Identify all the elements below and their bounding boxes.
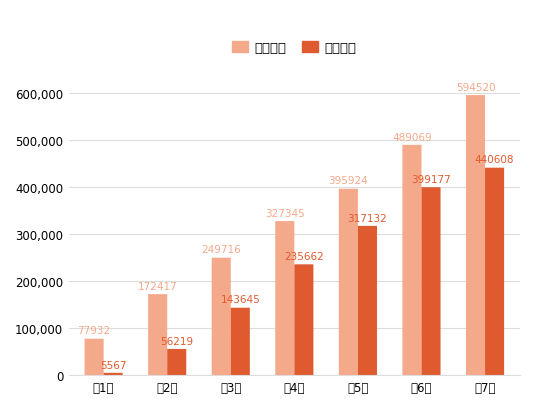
FancyBboxPatch shape [85,339,104,375]
FancyBboxPatch shape [422,188,440,375]
FancyBboxPatch shape [358,226,377,375]
Text: 249716: 249716 [201,245,241,255]
Text: 172417: 172417 [138,281,178,291]
Text: 317132: 317132 [348,213,387,223]
Legend: 报名人数, 过审人数: 报名人数, 过审人数 [227,37,362,60]
FancyBboxPatch shape [339,189,358,375]
Text: 143645: 143645 [220,295,260,305]
Text: 5567: 5567 [100,360,126,370]
FancyBboxPatch shape [104,373,123,375]
FancyBboxPatch shape [294,265,314,375]
FancyBboxPatch shape [148,294,167,375]
FancyBboxPatch shape [276,222,294,375]
Text: 56219: 56219 [160,336,193,346]
Text: 399177: 399177 [411,175,451,184]
Text: 327345: 327345 [265,208,304,218]
Text: 77932: 77932 [78,326,111,335]
Text: 395924: 395924 [328,176,368,186]
Text: 489069: 489069 [392,132,432,142]
Text: 235662: 235662 [284,252,324,261]
FancyBboxPatch shape [231,308,250,375]
FancyBboxPatch shape [466,96,485,375]
Text: 440608: 440608 [475,155,514,165]
Text: 594520: 594520 [456,83,495,92]
FancyBboxPatch shape [212,258,231,375]
FancyBboxPatch shape [485,168,504,375]
FancyBboxPatch shape [402,146,422,375]
FancyBboxPatch shape [167,349,186,375]
